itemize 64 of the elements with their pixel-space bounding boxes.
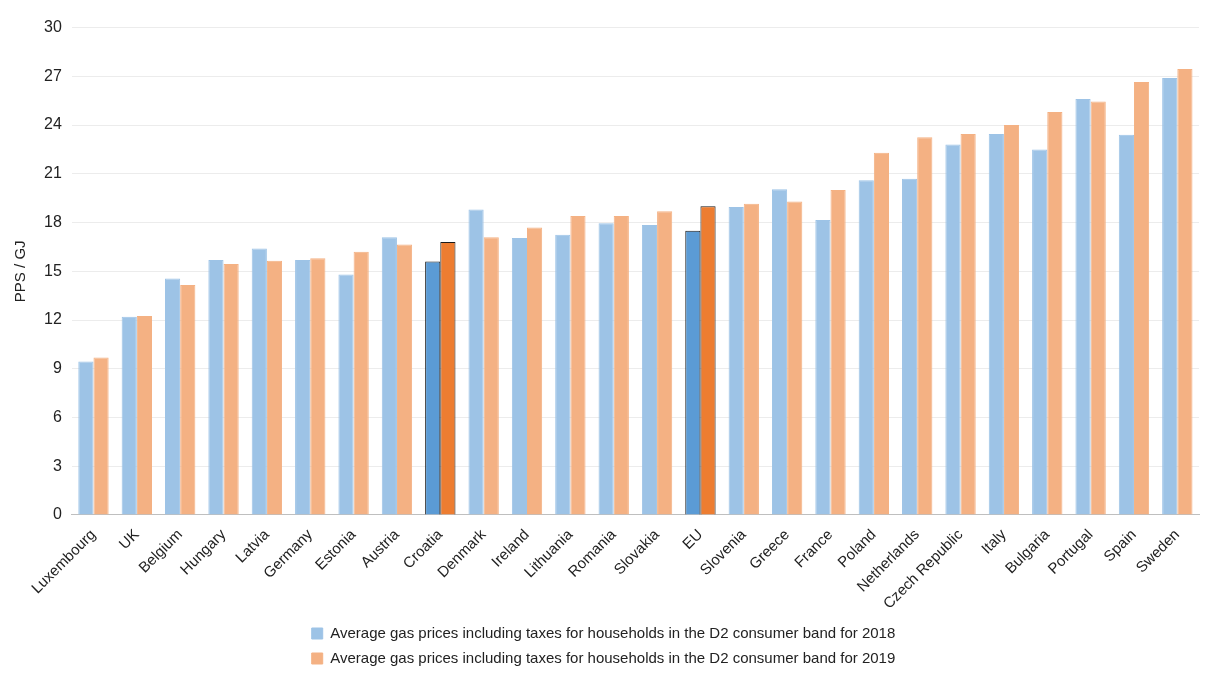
bar	[945, 144, 961, 515]
bar	[208, 259, 224, 515]
bar	[988, 134, 1004, 515]
bar	[830, 190, 846, 515]
bar	[815, 220, 831, 515]
bar	[771, 189, 788, 515]
bar	[136, 315, 152, 515]
y-tick-label: 30	[44, 18, 62, 36]
bar	[121, 316, 137, 515]
x-tick-label: Italy	[977, 525, 1010, 557]
bar	[960, 134, 976, 515]
bar	[165, 278, 181, 515]
bar	[613, 216, 629, 515]
bar	[1118, 134, 1134, 515]
y-tick-label: 21	[44, 164, 62, 182]
bar	[78, 361, 94, 515]
y-tick-label: 0	[52, 505, 62, 523]
bar	[180, 285, 196, 515]
bar	[1133, 82, 1150, 515]
bar	[381, 237, 397, 515]
legend-label: Average gas prices including taxes for households in the D2 consumer band for 2018	[330, 623, 896, 641]
bar	[468, 209, 484, 515]
y-axis-title: PPS / GJ	[11, 240, 29, 303]
bar	[570, 216, 586, 515]
bar	[1047, 112, 1063, 515]
bar	[1032, 149, 1048, 515]
bar	[396, 244, 413, 515]
bar	[266, 260, 283, 515]
y-tick-label: 3	[52, 456, 62, 474]
bar	[641, 224, 658, 515]
x-tick-label: UK	[115, 525, 142, 553]
bar	[657, 211, 673, 515]
bar	[728, 207, 744, 515]
bar	[858, 180, 874, 515]
bar	[251, 248, 267, 515]
y-tick-label: 27	[44, 66, 62, 84]
bar	[598, 223, 614, 515]
x-tick-label: EU	[678, 525, 706, 553]
bar	[310, 258, 326, 515]
bar	[93, 357, 109, 515]
bar	[295, 259, 311, 515]
y-tick-label: 12	[44, 310, 62, 328]
bar	[223, 263, 239, 515]
bar	[483, 237, 499, 515]
bar	[338, 274, 354, 515]
bar	[1003, 125, 1020, 515]
y-tick-label: 6	[52, 407, 62, 425]
bar	[917, 137, 933, 515]
y-tick-label: 9	[52, 359, 62, 377]
y-tick-label: 24	[44, 115, 62, 133]
bar	[902, 178, 918, 515]
bar	[787, 201, 803, 515]
bar	[353, 251, 369, 515]
bar	[1162, 77, 1178, 515]
legend-label: Average gas prices including taxes for households in the D2 consumer band for 2019	[330, 648, 896, 666]
bar	[743, 203, 759, 515]
bar	[1177, 69, 1193, 515]
bar	[1090, 101, 1106, 515]
bar	[527, 227, 543, 515]
bar	[1075, 99, 1091, 515]
bar	[555, 234, 571, 515]
bar	[873, 152, 890, 515]
y-tick-label: 15	[44, 261, 62, 279]
y-tick-label: 18	[44, 212, 62, 230]
